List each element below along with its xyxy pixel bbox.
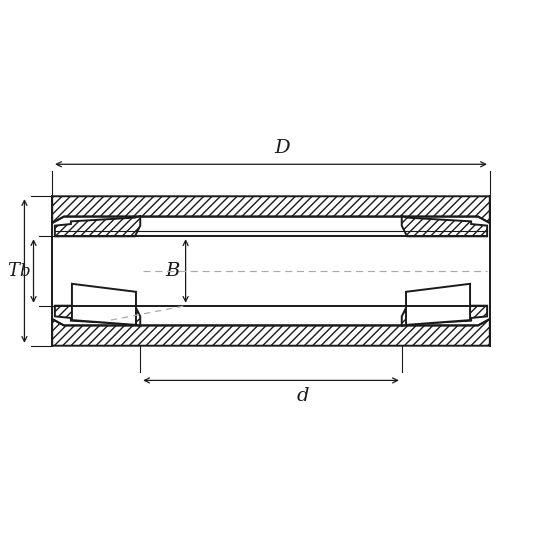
Polygon shape xyxy=(52,319,490,346)
Polygon shape xyxy=(52,196,490,223)
Polygon shape xyxy=(72,284,136,325)
Text: b: b xyxy=(20,262,30,280)
Polygon shape xyxy=(402,306,487,326)
Polygon shape xyxy=(402,216,487,236)
Text: T: T xyxy=(7,262,19,280)
Polygon shape xyxy=(55,306,140,326)
Text: B: B xyxy=(165,262,179,280)
Text: D: D xyxy=(274,139,289,157)
Polygon shape xyxy=(55,236,487,306)
Text: d: d xyxy=(297,388,309,405)
Polygon shape xyxy=(406,284,470,325)
Polygon shape xyxy=(55,216,140,236)
